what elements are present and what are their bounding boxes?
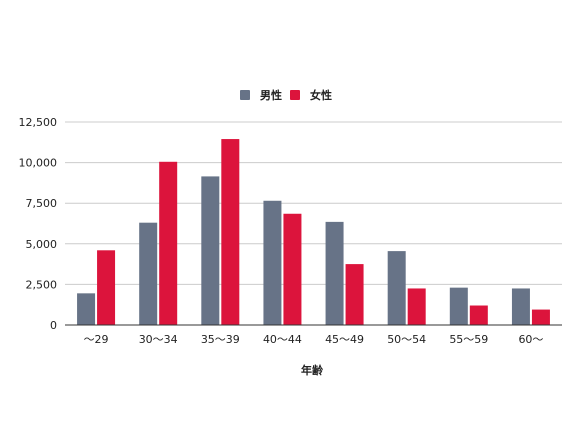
- y-tick-label: 7,500: [26, 197, 58, 210]
- y-tick-label: 12,500: [19, 116, 58, 129]
- bar: [387, 251, 406, 325]
- legend-label: 男性: [260, 88, 282, 102]
- x-tick-label: 30〜34: [139, 333, 178, 346]
- x-axis-title: 年齢: [301, 363, 324, 377]
- y-tick-label: 2,500: [26, 278, 58, 291]
- legend-label: 女性: [310, 88, 332, 102]
- bar: [221, 139, 240, 325]
- bar: [449, 287, 468, 325]
- x-tick-label: 60〜: [518, 333, 543, 346]
- legend-swatch: [240, 90, 250, 100]
- y-tick-label: 10,000: [19, 157, 58, 170]
- y-tick-label: 5,000: [26, 238, 58, 251]
- x-axis-tick-labels: 〜29 30〜34 35〜39 40〜44 45〜49 50〜54 55〜59 60〜: [84, 333, 544, 346]
- bar: [345, 264, 364, 325]
- bar: [201, 176, 220, 325]
- bar: [97, 250, 116, 325]
- x-tick-label: 40〜44: [263, 333, 302, 346]
- x-tick-label: 〜29: [84, 333, 109, 346]
- bar: [159, 161, 178, 325]
- bar: [469, 305, 488, 325]
- bar: [511, 288, 530, 325]
- legend-swatch: [290, 90, 300, 100]
- bar: [77, 293, 96, 325]
- bar: [283, 213, 302, 325]
- y-axis-tick-labels: 0 2,500 5,000 7,500 10,000 12,500: [19, 116, 58, 332]
- x-tick-label: 55〜59: [449, 333, 488, 346]
- bar: [325, 221, 344, 325]
- bar: [139, 222, 158, 325]
- bars: [77, 139, 550, 325]
- y-tick-label: 0: [50, 319, 57, 332]
- x-tick-label: 35〜39: [201, 333, 240, 346]
- bar: [531, 309, 550, 325]
- legend: 男性 女性: [240, 88, 332, 102]
- x-tick-label: 45〜49: [325, 333, 364, 346]
- bar: [263, 200, 282, 325]
- x-tick-label: 50〜54: [387, 333, 426, 346]
- bar: [407, 288, 426, 325]
